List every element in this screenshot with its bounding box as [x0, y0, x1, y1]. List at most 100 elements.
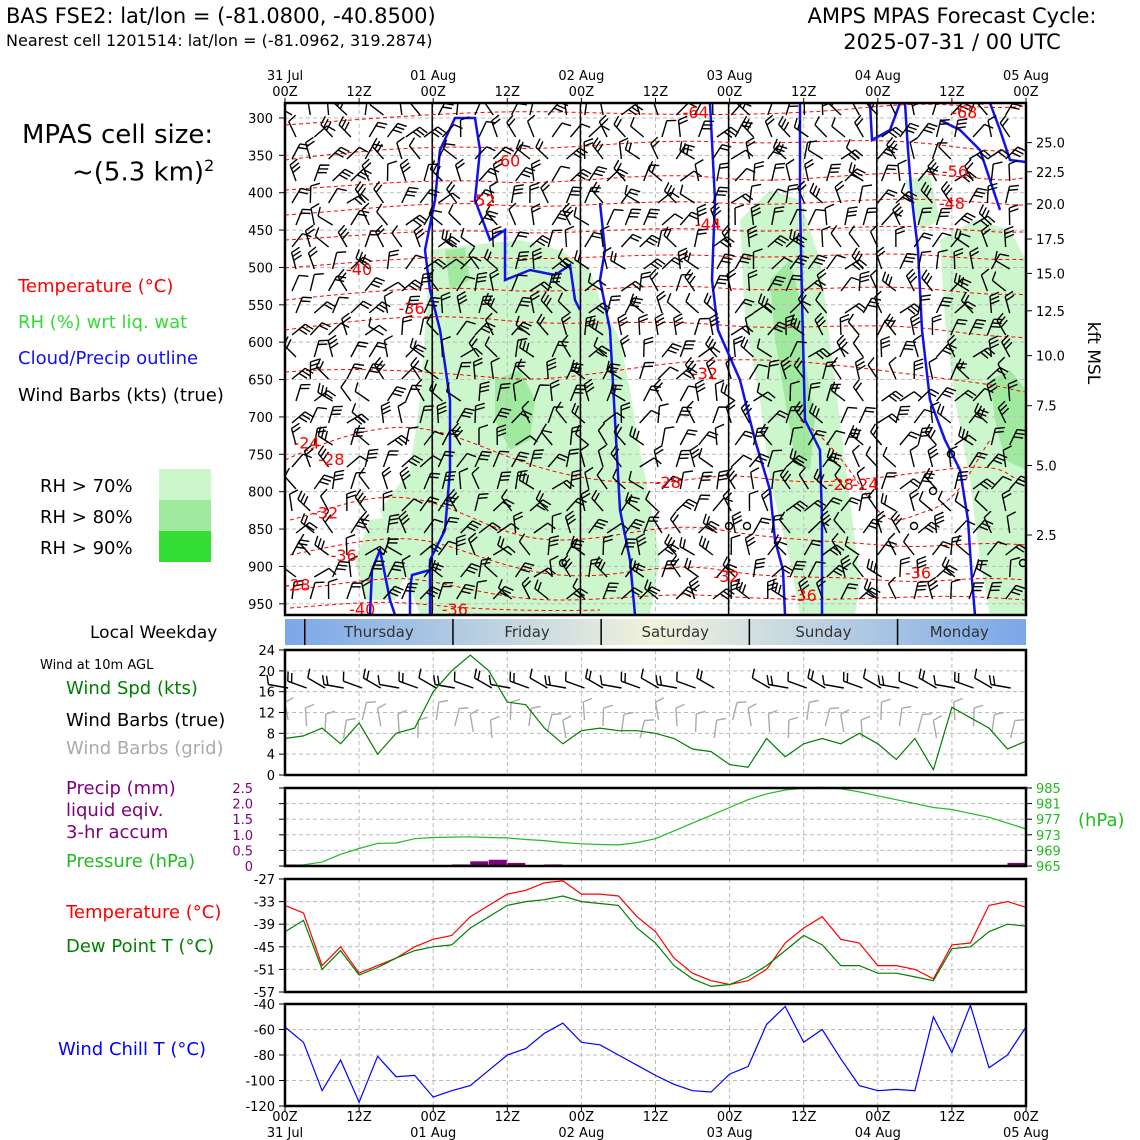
wind-barb: [483, 248, 498, 270]
wind-barb: [555, 401, 568, 424]
pressure-tick-label: 550: [248, 299, 273, 314]
wind-barb: [514, 469, 528, 490]
kft-tick-label: 20.0: [1036, 198, 1065, 213]
legend-rh80-label: RH > 80%: [40, 507, 133, 528]
wind-barb: [714, 379, 725, 402]
wind-tick-label: 8: [267, 727, 275, 742]
wind-barb: [844, 259, 868, 271]
pressure-tick-label: 500: [248, 261, 273, 276]
wind-barb: [547, 273, 562, 292]
wind-barb: [620, 587, 643, 600]
wind-barb: [856, 466, 866, 490]
wind-barb: [771, 206, 785, 226]
wind-barb: [911, 103, 920, 116]
bottom-hour-label: 00Z: [272, 1110, 298, 1125]
wind-barb: [936, 564, 958, 578]
temperature-panel: -27 -33 -39 -45 -51 -57: [254, 873, 1028, 1001]
wind-barb: [490, 114, 501, 138]
wind-barb: [348, 555, 358, 578]
wind-barb: [471, 466, 480, 490]
wind-barb: [613, 423, 626, 446]
wind-barb: [291, 367, 314, 380]
bottom-date-label: 01 Aug: [410, 1126, 456, 1140]
wind-barb: [847, 313, 860, 336]
wind-barb: [386, 249, 399, 270]
wind-barb: [529, 499, 552, 512]
weekday-label: Saturday: [641, 623, 709, 641]
wind-barb: [705, 356, 716, 380]
wind-barb: [1008, 204, 1019, 226]
wind-barb: [848, 162, 864, 182]
temperature-contour-label: -24: [294, 433, 320, 452]
wind-barb: [331, 251, 347, 270]
calm-wind-marker: [742, 521, 752, 531]
weekday-label: Monday: [930, 623, 989, 641]
wind-barb: [428, 205, 443, 226]
wind-barb: [1001, 334, 1013, 358]
wind-barb: [848, 225, 860, 248]
wind-barb: [869, 224, 879, 248]
surface-wind-barb: [766, 674, 789, 689]
surface-wind-barb: [599, 674, 622, 689]
wind-barb: [653, 444, 664, 468]
wind-barb: [913, 232, 934, 248]
grid-wind-barb: [509, 698, 521, 721]
wind-barb: [839, 313, 850, 336]
wind-barb: [437, 582, 454, 600]
pressure-tick-label: 850: [248, 523, 273, 538]
wind-barb: [561, 334, 572, 358]
temperature-contour-label: -48: [939, 194, 965, 213]
wind-barb: [895, 190, 918, 204]
wind-barb: [693, 317, 710, 336]
wind-barb: [917, 207, 933, 226]
kft-tick-label: 17.5: [1036, 233, 1065, 248]
wind-barb: [840, 554, 852, 578]
wind-barb: [722, 488, 733, 512]
rh-80-region-1: [495, 370, 535, 450]
wind-barb: [565, 363, 584, 380]
wind-barb: [597, 422, 608, 446]
wind-barb: [629, 293, 645, 314]
wind-barb: [712, 588, 735, 600]
wind-barb: [881, 126, 904, 139]
wind-barb: [569, 384, 587, 402]
wind-barb: [560, 312, 571, 336]
wind-barb: [526, 114, 536, 138]
wind-barb: [455, 534, 466, 556]
wind-barbs-profile: [285, 103, 1026, 600]
wind-barb: [840, 406, 858, 424]
wind-barb: [745, 136, 756, 160]
wind-barb: [844, 536, 860, 556]
wind-barb: [773, 534, 787, 556]
wind-barb: [360, 576, 371, 600]
bottom-hour-label: 00Z: [569, 1110, 595, 1125]
wind-barb: [635, 533, 647, 556]
wind-barb: [734, 430, 755, 446]
wind-barb: [880, 164, 898, 182]
grid-wind-barb: [880, 698, 891, 721]
surface-wind-barb: [696, 668, 715, 689]
left-legends: Temperature (°C) RH (%) wrt liq. wat Cloud…: [17, 276, 225, 1060]
wind-barb: [661, 426, 675, 446]
precip-bar: [488, 859, 507, 866]
grid-wind-barb: [991, 711, 1005, 733]
wind-barb: [478, 424, 489, 445]
wind-barb: [918, 491, 933, 512]
wind-barb: [780, 356, 792, 380]
wind-barb: [809, 182, 824, 204]
wind-barb: [492, 585, 514, 600]
wind-barb: [941, 556, 956, 578]
kft-tick-label: 7.5: [1036, 400, 1057, 415]
wind-barb: [423, 209, 443, 226]
wind-barb: [518, 533, 531, 556]
pressure-tick-label: 977: [1036, 813, 1061, 828]
pressure-tick-label: 800: [248, 486, 273, 501]
wind-barb: [514, 251, 530, 270]
wind-barb: [940, 180, 953, 204]
wind-barb: [735, 579, 750, 600]
wind-barb: [419, 455, 442, 468]
top-date-label: 01 Aug: [410, 69, 456, 84]
temperature-contour-label: -32: [713, 567, 739, 586]
wind-barb: [474, 493, 489, 512]
